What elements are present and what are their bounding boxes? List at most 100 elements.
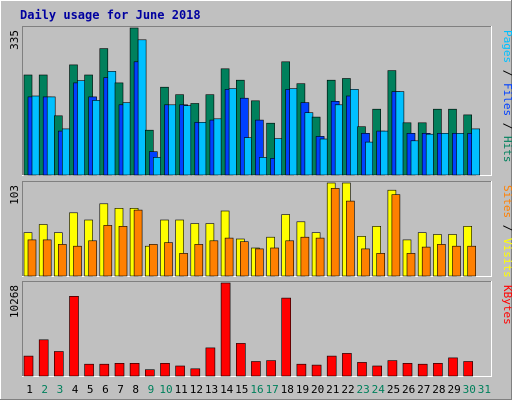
bar-kbytes-day-9 xyxy=(145,369,155,377)
panel-hits-files-pages: 335 Pages / Files / Hits xyxy=(8,26,512,176)
bar-kbytes-day-2 xyxy=(38,339,49,377)
bar-pages-day-5 xyxy=(92,100,101,176)
bar-sites-day-9 xyxy=(149,244,158,277)
x-tick-label-day-23: 23 xyxy=(356,383,369,396)
bar-pages-day-17 xyxy=(274,138,283,176)
x-tick-label-day-22: 22 xyxy=(341,383,354,396)
series-legend-label: Sites / Visits xyxy=(501,185,512,278)
x-tick-label-day-18: 18 xyxy=(281,383,294,396)
bar-pages-day-23 xyxy=(365,141,374,176)
bar-kbytes-day-15 xyxy=(236,343,246,377)
y-max-label: 103 xyxy=(8,185,21,205)
bar-kbytes-day-3 xyxy=(53,351,64,377)
x-tick-label-day-12: 12 xyxy=(190,383,203,396)
bar-kbytes-day-17 xyxy=(266,360,276,377)
bar-pages-day-29 xyxy=(456,133,465,176)
legend-part: Files xyxy=(501,83,512,116)
panel-visits-sites: 103 Sites / Visits xyxy=(8,181,512,278)
bar-sites-day-19 xyxy=(300,236,310,277)
bar-kbytes-day-4 xyxy=(69,295,79,377)
x-tick-label-day-15: 15 xyxy=(235,383,248,396)
x-tick-label-day-16: 16 xyxy=(250,383,263,396)
y-max-label: 10268 xyxy=(8,285,21,318)
bar-pages-day-7 xyxy=(122,102,132,176)
bar-pages-day-30 xyxy=(471,128,481,176)
panel-kbytes: 10268 KBytes xyxy=(8,281,512,377)
x-tick-label-day-30: 30 xyxy=(463,383,476,396)
bar-sites-day-26 xyxy=(406,253,416,277)
bar-sites-day-12 xyxy=(194,244,204,277)
x-tick-label-day-25: 25 xyxy=(387,383,400,396)
series-legend-label: KBytes xyxy=(501,285,512,325)
x-tick-label-day-9: 9 xyxy=(148,383,155,396)
bar-sites-day-6 xyxy=(103,225,113,277)
bar-kbytes-day-1 xyxy=(23,355,34,377)
bar-pages-day-24 xyxy=(380,130,390,176)
x-tick-label-day-11: 11 xyxy=(175,383,188,396)
bar-pages-day-22 xyxy=(350,89,359,176)
bar-sites-day-15 xyxy=(240,241,249,277)
bar-kbytes-day-10 xyxy=(160,362,170,377)
legend-part: Pages xyxy=(501,30,512,63)
x-tick-label-day-2: 2 xyxy=(41,383,48,396)
bar-pages-day-10 xyxy=(168,104,177,176)
bar-sites-day-20 xyxy=(315,237,325,277)
bar-pages-day-11 xyxy=(183,105,192,176)
bar-pages-day-16 xyxy=(259,157,268,176)
x-tick-label-day-21: 21 xyxy=(326,383,339,396)
legend-part: Sites xyxy=(501,185,512,218)
x-tick-label-day-1: 1 xyxy=(26,383,33,396)
x-tick-label-day-13: 13 xyxy=(205,383,218,396)
bar-pages-day-9 xyxy=(153,157,162,176)
plot-area xyxy=(22,281,492,377)
bar-kbytes-day-5 xyxy=(84,363,94,377)
x-tick-label-day-7: 7 xyxy=(117,383,124,396)
bar-sites-day-14 xyxy=(224,237,234,277)
x-tick-label-day-3: 3 xyxy=(57,383,64,396)
bar-sites-day-28 xyxy=(437,244,446,277)
bar-kbytes-day-12 xyxy=(190,368,201,377)
bar-pages-day-3 xyxy=(61,128,71,176)
x-tick-label-day-6: 6 xyxy=(102,383,109,396)
bar-kbytes-day-23 xyxy=(357,362,367,377)
series-legend-label: Pages / Files / Hits xyxy=(501,30,512,163)
bar-pages-day-6 xyxy=(107,71,117,176)
bar-sites-day-24 xyxy=(376,253,386,277)
legend-part: Hits xyxy=(501,136,512,163)
x-tick-label-day-8: 8 xyxy=(132,383,139,396)
bar-sites-day-22 xyxy=(346,200,355,277)
bar-pages-day-14 xyxy=(228,88,238,176)
bar-sites-day-13 xyxy=(209,240,219,277)
x-tick-label-day-29: 29 xyxy=(447,383,460,396)
legend-part: / xyxy=(501,218,512,238)
x-tick-label-day-26: 26 xyxy=(402,383,415,396)
bar-sites-day-11 xyxy=(179,253,188,277)
x-tick-label-day-10: 10 xyxy=(159,383,172,396)
bar-kbytes-day-30 xyxy=(463,361,474,377)
x-tick-label-day-31: 31 xyxy=(478,383,491,396)
bar-sites-day-16 xyxy=(255,248,264,277)
panels-layer: 335 Pages / Files / Hits 103 Sites / Visits… xyxy=(8,26,512,377)
legend-part: KBytes xyxy=(501,285,512,325)
bar-pages-day-13 xyxy=(213,118,223,176)
bar-sites-day-8 xyxy=(133,209,143,277)
bar-kbytes-day-8 xyxy=(129,362,140,377)
bar-kbytes-day-26 xyxy=(402,362,413,377)
bar-pages-day-19 xyxy=(304,112,314,176)
bar-kbytes-day-25 xyxy=(387,360,398,377)
bar-sites-day-1 xyxy=(27,239,37,277)
bar-sites-day-18 xyxy=(285,240,295,277)
bar-kbytes-day-13 xyxy=(205,347,216,377)
bar-kbytes-day-27 xyxy=(417,363,428,377)
bar-kbytes-day-14 xyxy=(220,282,231,377)
bar-kbytes-day-6 xyxy=(99,363,110,377)
bar-pages-day-25 xyxy=(395,91,405,176)
bar-pages-day-26 xyxy=(410,140,420,176)
bar-kbytes-day-24 xyxy=(372,365,383,377)
bar-sites-day-29 xyxy=(452,245,461,277)
bar-kbytes-day-28 xyxy=(433,362,443,377)
bar-kbytes-day-19 xyxy=(296,363,307,377)
y-max-label: 335 xyxy=(8,30,21,50)
bar-pages-day-21 xyxy=(334,104,344,176)
